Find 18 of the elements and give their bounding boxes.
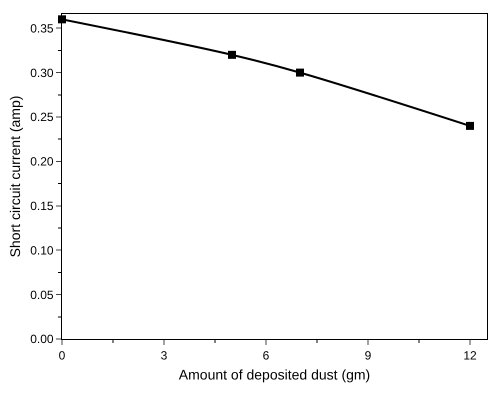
y-axis-title: Short circuit current (amp) bbox=[6, 96, 23, 258]
x-tick-label: 12 bbox=[463, 348, 477, 362]
point bbox=[228, 50, 236, 59]
point bbox=[466, 122, 474, 130]
y-tick-label: 0.35 bbox=[30, 21, 54, 36]
y-tick-label: 0.25 bbox=[30, 110, 54, 124]
x-tick-label: 0 bbox=[58, 348, 66, 362]
point bbox=[296, 68, 304, 77]
y-tick-label: 0.20 bbox=[30, 154, 54, 169]
x-tick-label: 9 bbox=[364, 348, 372, 362]
y-tick-label: 0.00 bbox=[30, 332, 54, 346]
x-tick-label: 3 bbox=[160, 348, 168, 362]
y-tick-label: 0.30 bbox=[30, 66, 54, 80]
y-tick-label: 0.10 bbox=[30, 243, 54, 258]
x-axis-title: Amount of deposited dust (gm) bbox=[178, 366, 370, 383]
x-tick-label: 6 bbox=[262, 348, 270, 362]
y-tick-label: 0.15 bbox=[30, 199, 54, 213]
y-tick-label: 0.05 bbox=[30, 288, 54, 302]
